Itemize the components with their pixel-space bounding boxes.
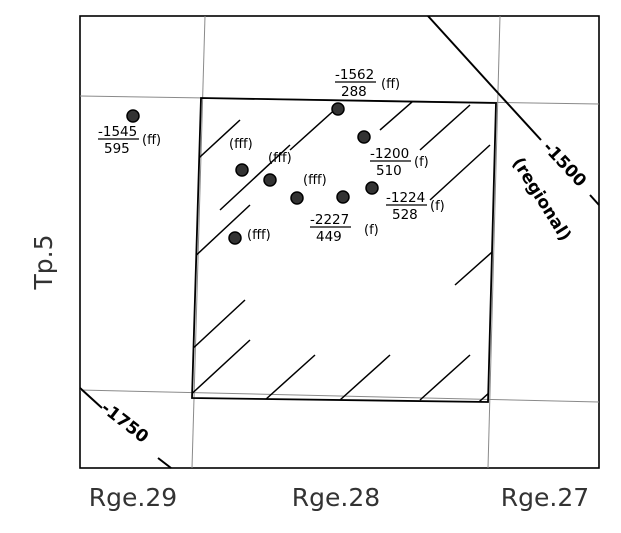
- well-thickness-value: 449: [316, 229, 342, 245]
- well-marker[interactable]: [357, 130, 371, 144]
- well-tag: (fff): [229, 137, 253, 152]
- contour-1500-value: -1500: [538, 138, 590, 192]
- well-marker[interactable]: [126, 109, 140, 123]
- well-marker[interactable]: [331, 102, 345, 116]
- map-frame: [79, 15, 600, 469]
- well-tag: (fff): [247, 228, 271, 243]
- contour-1750-value: -1750: [97, 398, 152, 447]
- well-tag: (ff): [381, 77, 400, 92]
- well-subsea-value: -1224: [386, 190, 425, 206]
- well-subsea-value: -2227: [310, 212, 349, 228]
- well-marker[interactable]: [290, 191, 304, 205]
- range-label-28: Rge.28: [292, 483, 380, 512]
- well-tag: (f): [430, 199, 445, 214]
- well-thickness-value: 528: [392, 207, 418, 223]
- township-label: Tp.5: [29, 235, 58, 291]
- well-tag: (f): [364, 223, 379, 238]
- well-tag: (f): [414, 155, 429, 170]
- contour-1500: -1500 (regional): [427, 15, 600, 245]
- range-label-27: Rge.27: [501, 483, 589, 512]
- well-thickness-value: 510: [376, 163, 402, 179]
- well-thickness-value: 595: [104, 141, 130, 157]
- well-thickness-value: 288: [341, 84, 367, 100]
- well-marker[interactable]: [336, 190, 350, 204]
- wells: [126, 102, 379, 245]
- well-marker[interactable]: [263, 173, 277, 187]
- well-tag: (fff): [303, 173, 327, 188]
- well-labels: -1545 595 (ff) -1562 288 (ff) -1200 510 …: [98, 67, 445, 245]
- well-subsea-value: -1545: [98, 124, 137, 140]
- range-label-29: Rge.29: [89, 483, 177, 512]
- hatched-area-outline: [191, 97, 497, 403]
- axis-labels: Rge.29 Rge.28 Rge.27 Tp.5: [29, 235, 589, 513]
- well-subsea-value: -1200: [370, 146, 409, 162]
- hatched-area: [192, 98, 496, 402]
- well-subsea-value: -1562: [335, 67, 374, 83]
- well-marker[interactable]: [365, 181, 379, 195]
- well-marker[interactable]: [228, 231, 242, 245]
- well-tag: (ff): [142, 133, 161, 148]
- well-marker[interactable]: [235, 163, 249, 177]
- contour-1750: -1750: [79, 387, 172, 469]
- well-tag: (fff): [268, 151, 292, 166]
